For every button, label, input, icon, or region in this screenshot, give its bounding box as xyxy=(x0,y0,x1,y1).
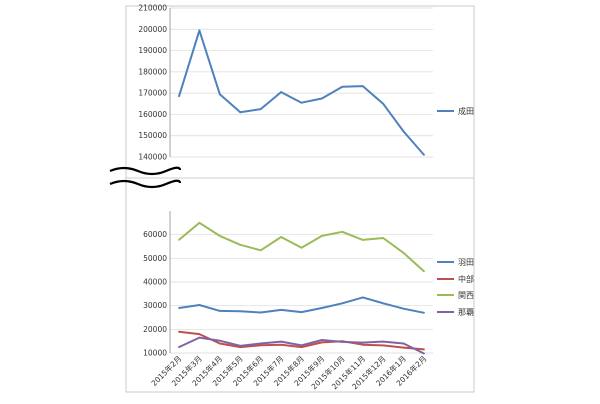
data-point xyxy=(402,251,405,254)
data-point xyxy=(178,95,180,98)
axis-break-mark xyxy=(109,166,182,176)
data-point xyxy=(178,307,180,309)
data-point xyxy=(259,108,262,111)
data-point xyxy=(300,346,303,348)
data-point xyxy=(423,352,425,355)
legend-label: 羽田 xyxy=(458,258,474,267)
data-point xyxy=(361,341,364,344)
chart-frame xyxy=(125,5,475,393)
data-point xyxy=(321,234,323,237)
legend-label: 那覇 xyxy=(458,308,474,317)
data-point xyxy=(280,340,282,343)
legend-label: 成田 xyxy=(458,106,474,116)
y-tick-label: 10000 xyxy=(143,349,167,358)
data-point xyxy=(239,345,242,347)
data-point xyxy=(321,341,323,344)
data-point xyxy=(402,307,405,310)
data-point xyxy=(198,29,201,32)
data-point xyxy=(321,307,323,309)
data-point xyxy=(239,111,242,114)
data-point xyxy=(218,342,221,345)
y-tick-label: 30000 xyxy=(143,301,167,310)
data-point xyxy=(402,346,405,349)
data-point xyxy=(423,348,425,351)
data-point xyxy=(423,153,425,156)
data-point xyxy=(300,344,303,347)
data-point xyxy=(218,234,221,237)
data-point xyxy=(423,311,425,314)
legend-label: 中部 xyxy=(458,274,474,284)
data-point xyxy=(382,344,385,347)
data-point xyxy=(382,237,385,239)
data-point xyxy=(361,238,364,241)
data-point xyxy=(280,91,282,93)
data-point xyxy=(321,339,323,341)
data-point xyxy=(402,342,405,345)
data-point xyxy=(178,346,180,348)
data-point xyxy=(341,340,344,343)
data-point xyxy=(361,343,364,346)
data-point xyxy=(423,270,425,273)
data-point xyxy=(218,309,221,312)
data-point xyxy=(259,249,262,252)
y-tick-label: 140000 xyxy=(138,153,167,162)
data-point xyxy=(218,93,221,96)
data-point xyxy=(178,238,180,241)
data-point xyxy=(198,336,201,339)
data-point xyxy=(361,296,364,299)
legend-label: 関西 xyxy=(458,291,474,300)
axis-break-mark xyxy=(109,179,182,189)
y-tick-label: 190000 xyxy=(138,46,167,55)
y-tick-label: 20000 xyxy=(143,325,167,334)
data-point xyxy=(239,243,242,246)
data-point xyxy=(280,236,282,238)
data-point xyxy=(382,302,385,305)
data-point xyxy=(341,302,344,305)
y-tick-label: 200000 xyxy=(138,25,167,34)
data-point xyxy=(280,343,282,346)
data-point xyxy=(321,97,323,100)
y-tick-label: 170000 xyxy=(138,89,167,98)
data-point xyxy=(178,330,180,333)
data-point xyxy=(218,339,221,342)
data-point xyxy=(341,230,344,233)
data-point xyxy=(239,310,242,313)
data-point xyxy=(300,246,303,249)
data-point xyxy=(361,85,364,88)
y-tick-label: 210000 xyxy=(138,4,167,13)
data-point xyxy=(198,304,201,306)
data-point xyxy=(259,344,262,347)
y-tick-label: 160000 xyxy=(138,110,167,119)
y-tick-label: 60000 xyxy=(143,230,167,239)
data-point xyxy=(382,340,385,343)
data-point xyxy=(402,130,405,133)
data-point xyxy=(300,101,303,104)
data-point xyxy=(198,221,201,224)
data-point xyxy=(198,333,201,335)
y-tick-label: 150000 xyxy=(138,131,167,140)
y-tick-label: 40000 xyxy=(143,278,167,287)
y-tick-label: 180000 xyxy=(138,67,167,76)
data-point xyxy=(280,309,282,311)
data-point xyxy=(341,85,344,88)
y-tick-label: 50000 xyxy=(143,254,167,263)
data-point xyxy=(259,311,262,314)
data-point xyxy=(382,102,385,105)
data-point xyxy=(259,342,262,345)
data-point xyxy=(300,311,303,313)
